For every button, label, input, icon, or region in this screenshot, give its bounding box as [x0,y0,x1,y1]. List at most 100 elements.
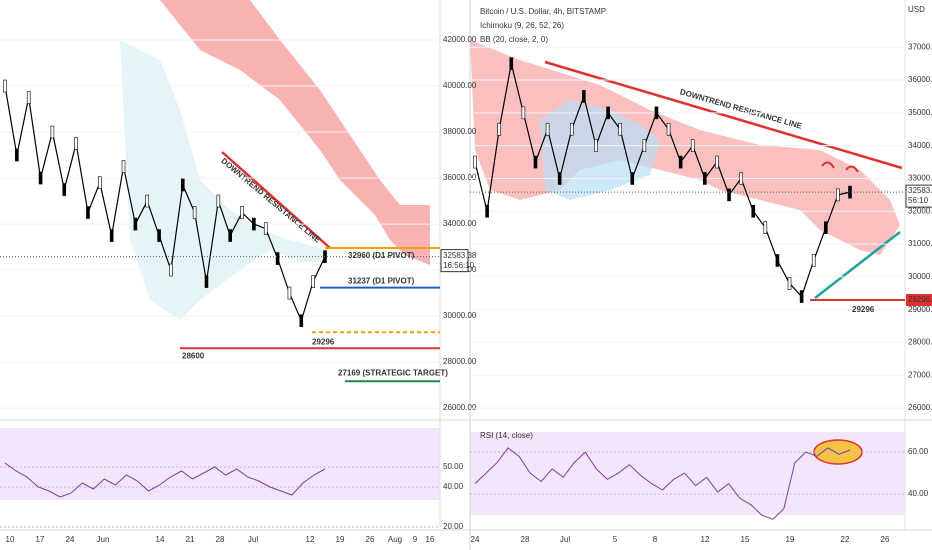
candle [799,290,804,303]
candle [811,254,816,267]
candle [473,155,477,169]
candle [727,188,731,202]
x-tick-label: 12 [701,535,710,544]
y-tick-label: 33000.00 [908,174,932,183]
y-tick-label: 30000.00 [908,272,932,281]
last-price: 32583.38 [908,186,932,195]
candle [497,122,501,136]
candle [228,229,232,242]
x-tick-label: 19 [786,535,795,544]
candle [824,221,828,234]
x-tick-label: 5 [613,535,618,544]
candle [582,90,586,103]
candle [62,183,67,196]
candle [606,106,610,120]
candle [263,222,268,235]
level-label: 31237 (D1 PIVOT) [348,277,415,286]
candle [204,275,209,288]
trend-line [221,151,331,249]
candle [678,155,683,169]
x-tick-label: 28 [521,535,530,544]
y-tick-label: 50.00 [443,462,464,471]
candle [240,206,244,219]
y-tick-label: 36000.00 [443,173,477,182]
candle [666,122,671,136]
candle [74,137,78,150]
candle [169,263,173,277]
candle [3,79,7,93]
level-label: 29296 [312,337,335,346]
x-tick-label: 22 [841,535,850,544]
candle [751,204,756,218]
candle [86,206,90,219]
price-line [474,63,851,298]
candle [703,172,707,185]
rsi-line [474,447,851,520]
candle [642,139,647,152]
x-tick-label: 14 [156,535,165,544]
cloud-red [160,0,430,265]
x-tick-label: 16 [426,535,435,544]
candle [545,122,550,136]
candle [763,221,768,234]
candle [485,204,489,218]
rsi-band [0,428,440,500]
y-tick-label: 29000.00 [908,305,932,314]
level-label: 32960 (D1 PIVOT) [348,251,415,260]
y-tick-label: 32000.00 [908,206,932,215]
candle [630,172,635,185]
x-tick-label: 24 [471,535,480,544]
candle [569,122,574,136]
y-tick-label: 40000.00 [443,81,477,90]
y-tick-label: 40.00 [443,482,464,491]
x-tick-label: 10 [6,535,15,544]
candle [98,176,102,189]
rsi-title: RSI (14, close) [480,431,533,440]
x-tick-label: Aug [388,535,402,544]
y-tick-label: 28000.00 [443,357,477,366]
x-tick-label: 21 [186,535,195,544]
candle [557,172,562,185]
support-line [814,231,901,299]
indicator: Ichimoku (9, 26, 52, 26) [480,21,564,30]
y-tick-label: 27000.00 [908,370,932,379]
currency: USD [908,5,925,14]
x-tick-label: 19 [336,535,345,544]
last-price: 32583.38 [443,251,477,260]
x-tick-label: 28 [216,535,225,544]
x-tick-label: 26 [881,535,890,544]
y-tick-label: 34000.00 [443,219,477,228]
candle [180,178,185,192]
y-tick-label: 38000.00 [443,127,477,136]
level-label: 27169 (STRATEGIC TARGET) [338,368,448,377]
x-tick-label: 24 [66,535,75,544]
candle [287,286,292,300]
y-tick-label: 34000.00 [908,141,932,150]
y-tick-label: 35000.00 [908,108,932,117]
x-tick-label: 12 [306,535,315,544]
y-tick-label: 26000.00 [908,403,932,412]
x-tick-label: 9 [413,535,418,544]
candle [739,172,743,185]
candle [787,277,792,290]
y-tick-label: 20.00 [443,522,464,531]
candle [533,155,538,169]
level-label: 28600 [182,351,205,360]
y-tick-label: 37000.00 [908,42,932,51]
y-tick-label: 28000.00 [908,338,932,347]
y-tick-label: 26000.00 [443,403,477,412]
y-tick-label: 30000.00 [443,311,477,320]
x-tick-label: 8 [653,535,658,544]
cloud-blue [120,40,330,320]
candle [509,57,514,70]
y-tick-label: 31000.00 [908,239,932,248]
last-price-badge [905,184,932,208]
candle [594,139,598,152]
chart-title: Bitcoin / U.S. Dollar, 4h, BITSTAMP [480,7,606,16]
x-tick-label: 15 [741,535,750,544]
candle [157,229,161,242]
candle [109,229,114,242]
axis-badge-label: 29296.00 [908,295,932,304]
x-tick-label: 17 [36,535,45,544]
arrow [845,165,859,173]
